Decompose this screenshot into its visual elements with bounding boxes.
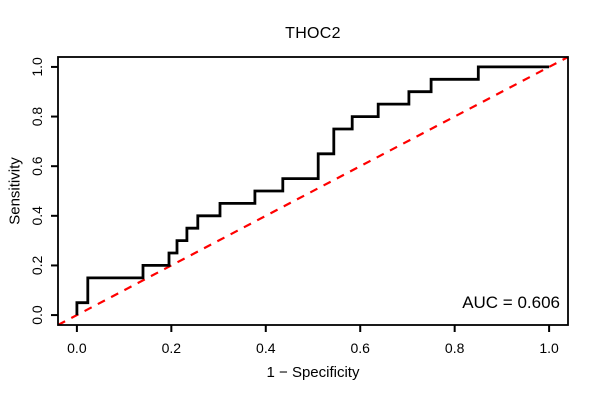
x-axis-label: 1 − Specificity — [266, 364, 360, 381]
plot-title: THOC2 — [285, 25, 341, 42]
plot-frame — [57, 56, 569, 326]
y-tick-label: 0.8 — [29, 107, 45, 127]
auc-annotation: AUC = 0.606 — [462, 293, 560, 312]
chance-diagonal-line — [57, 56, 569, 326]
x-tick-label: 0.0 — [67, 340, 87, 356]
y-tick-label: 1.0 — [29, 57, 45, 77]
x-tick-label: 0.6 — [350, 340, 370, 356]
x-tick-label: 0.4 — [256, 340, 276, 356]
y-tick-label: 0.6 — [29, 156, 45, 176]
y-axis-label: Sensitivity — [6, 157, 24, 225]
y-tick-label: 0.0 — [29, 305, 45, 325]
x-tick-label: 0.2 — [162, 340, 182, 356]
x-tick-label: 1.0 — [539, 340, 559, 356]
x-tick-label: 0.8 — [445, 340, 465, 356]
y-tick-label: 0.4 — [29, 206, 45, 226]
y-tick-label: 0.2 — [29, 256, 45, 276]
roc-curve-line — [75, 65, 550, 316]
